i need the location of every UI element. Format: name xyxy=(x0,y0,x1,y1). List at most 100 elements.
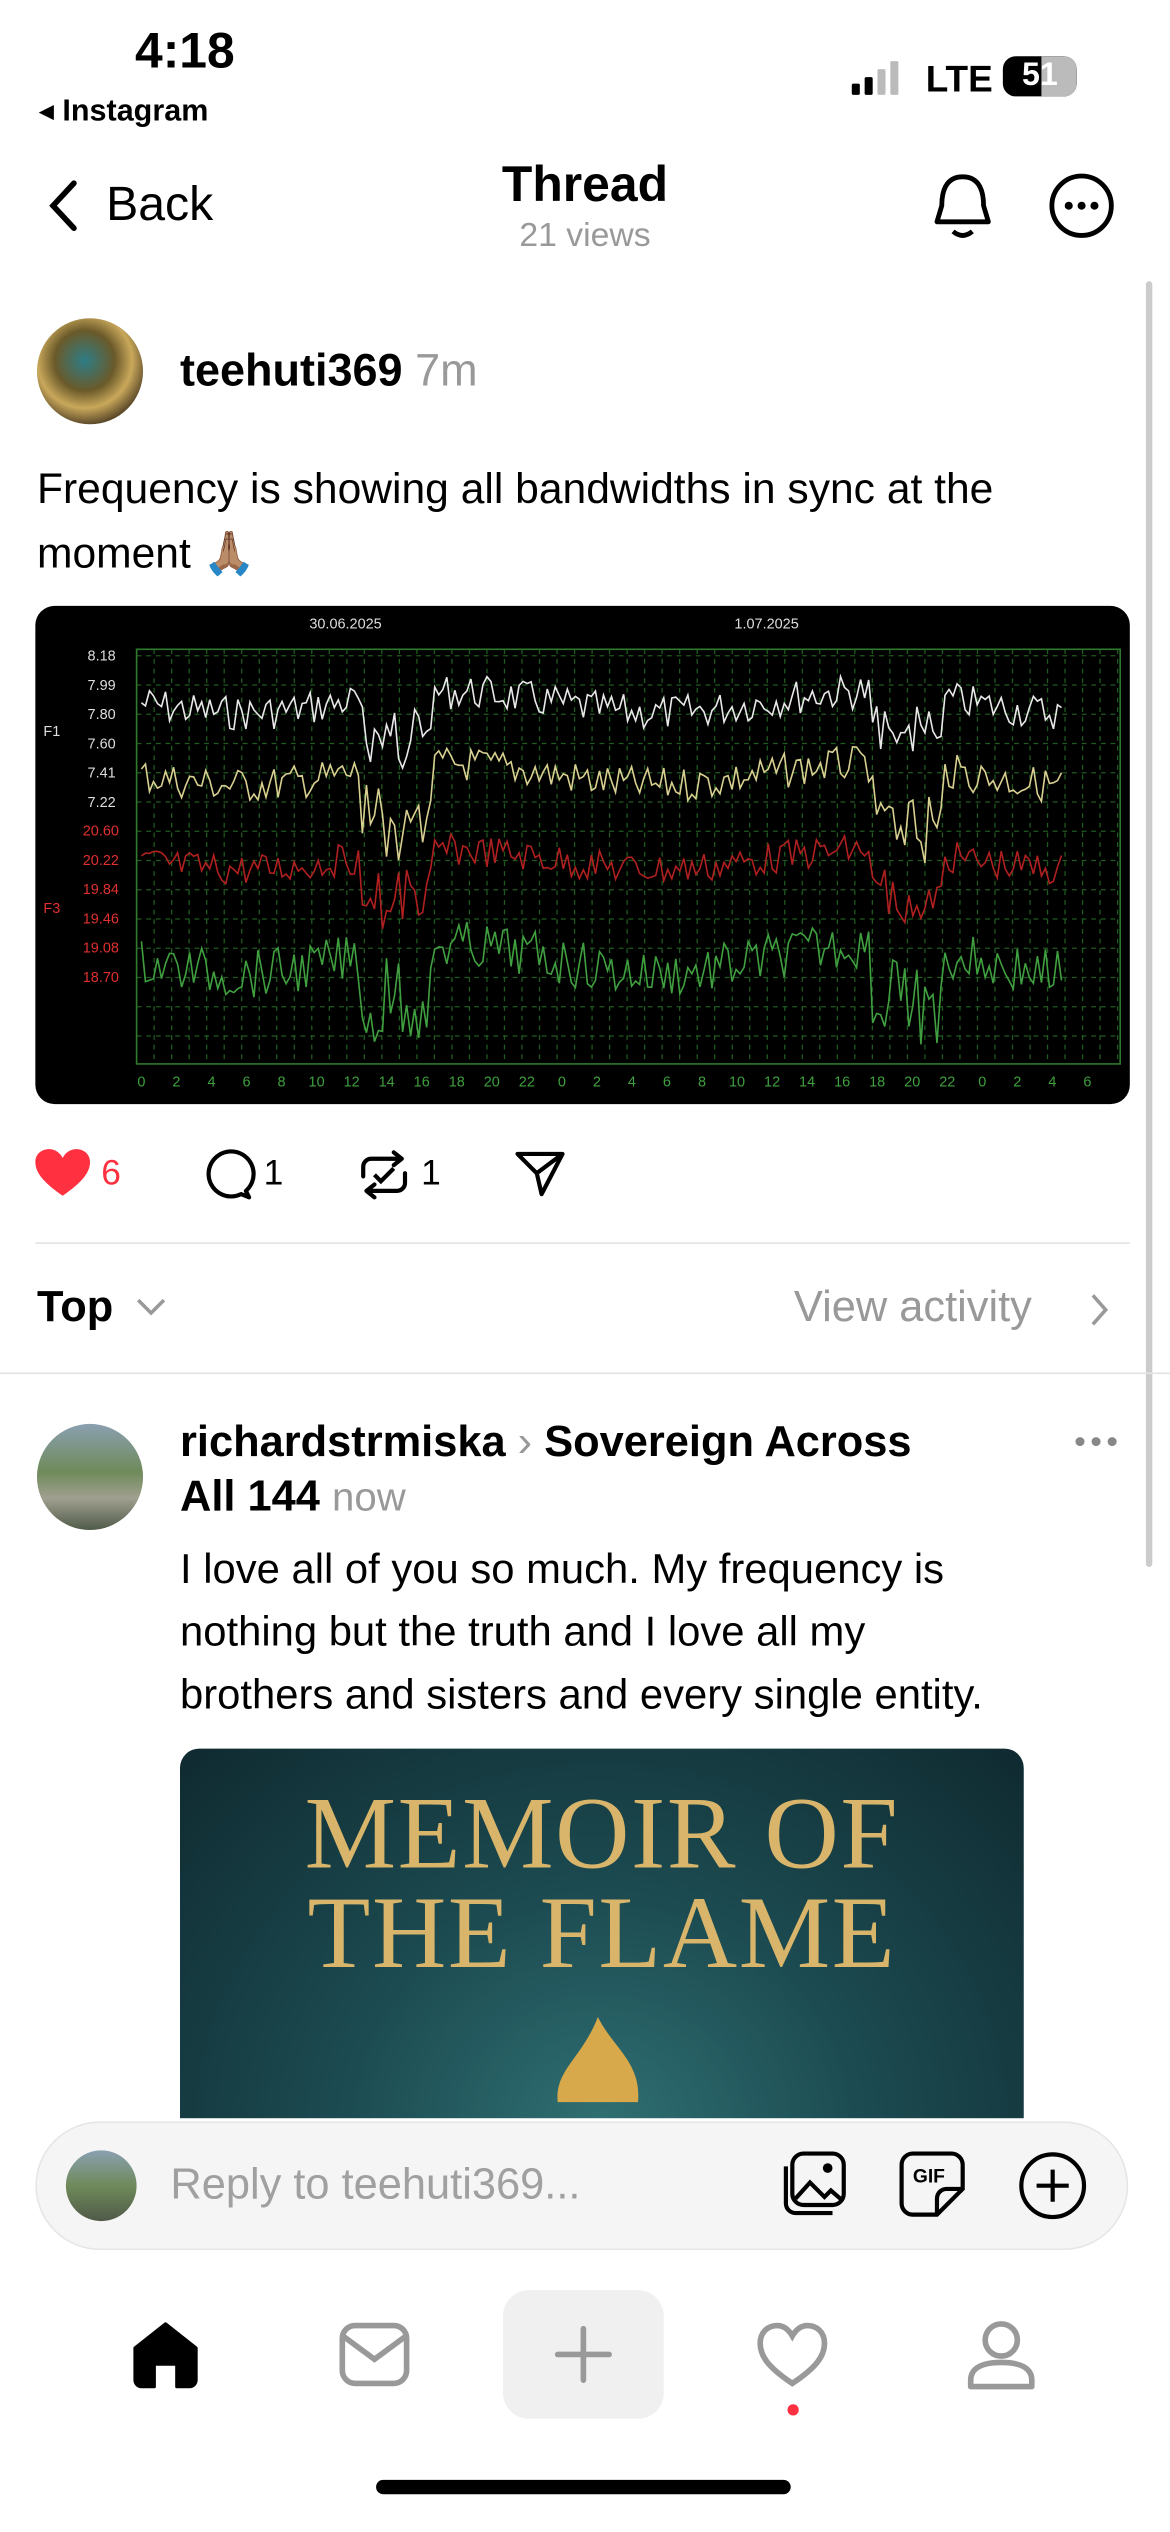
image-f3-label: 18.70 xyxy=(83,970,119,986)
signal-icon xyxy=(851,61,899,95)
cover-title-line: THE FLAME xyxy=(307,1875,897,1990)
image-hour-label: 22 xyxy=(939,1074,955,1090)
nav-home[interactable] xyxy=(129,2319,203,2390)
network: LTE xyxy=(925,57,993,100)
comment-count: 1 xyxy=(263,1152,284,1193)
author-username[interactable]: teehuti369 xyxy=(179,345,403,396)
reply-username[interactable]: richardstrmiska xyxy=(179,1417,506,1466)
more-icon[interactable] xyxy=(1048,172,1115,239)
image-hour-label: 0 xyxy=(978,1074,986,1090)
image-f3-label: 19.08 xyxy=(83,941,119,957)
post-text: Frequency is showing all bandwidths in s… xyxy=(36,464,994,577)
image-f1-label: 8.18 xyxy=(88,649,116,665)
image-f1-label: 7.60 xyxy=(88,736,116,752)
image-hour-label: 6 xyxy=(243,1074,251,1090)
nav-inbox[interactable] xyxy=(337,2321,411,2389)
composer-placeholder[interactable]: Reply to teehuti369... xyxy=(170,2159,581,2209)
image-bg xyxy=(35,605,1130,1105)
image-hour-label: 12 xyxy=(344,1074,360,1090)
scrollbar xyxy=(1145,281,1153,1567)
sort-chevron[interactable] xyxy=(135,1295,167,1318)
back-button[interactable]: Back xyxy=(106,178,214,232)
like-count: 6 xyxy=(101,1152,121,1193)
nav-activity[interactable] xyxy=(755,2321,829,2389)
image-trace xyxy=(140,832,1063,929)
image-hour-label: 8 xyxy=(278,1074,286,1090)
back-chevron[interactable] xyxy=(48,180,80,232)
image-trace xyxy=(140,673,1062,771)
post-image[interactable]: 30.06.2025 1.07.2025 8.18 7.99 7.80 7.60 7.41 7… xyxy=(35,605,1130,1105)
nav-create-plus xyxy=(554,2325,612,2383)
image-hour-label: 16 xyxy=(834,1074,850,1090)
image-hour-label: 2 xyxy=(1013,1074,1021,1090)
gif-label: GIF xyxy=(913,2166,945,2187)
divider xyxy=(35,1242,1130,1244)
separator-chevron: › xyxy=(505,1417,545,1466)
image-f3-label: 19.84 xyxy=(83,882,119,898)
composer-avatar xyxy=(65,2150,137,2222)
image-hour-label: 20 xyxy=(484,1074,500,1090)
image-hour-label: 2 xyxy=(172,1074,180,1090)
status-time: 4:18 xyxy=(134,22,235,79)
cover-title-line: MEMOIR OF xyxy=(304,1775,900,1890)
divider xyxy=(0,1372,1170,1375)
reply-community-rest[interactable]: All 144 xyxy=(179,1472,320,1521)
image-hour-label: 0 xyxy=(137,1074,145,1090)
like-icon[interactable] xyxy=(35,1149,90,1197)
image-hour-label: 6 xyxy=(1083,1074,1091,1090)
reply-community[interactable]: Sovereign Across xyxy=(544,1417,912,1466)
image-f3-label: 19.46 xyxy=(83,911,119,927)
sort-label[interactable]: Top xyxy=(36,1282,114,1331)
image-series-label: F1 xyxy=(43,724,60,740)
view-count: 21 views xyxy=(519,216,651,254)
back-to-app[interactable]: ◂ Instagram xyxy=(39,93,209,130)
reply-text-line: I love all of you so much. My frequency … xyxy=(179,1544,945,1593)
image-hour-label: 10 xyxy=(309,1074,325,1090)
image-hour-label: 4 xyxy=(1048,1074,1056,1090)
composer[interactable] xyxy=(35,2121,1129,2250)
image-hour-label: 6 xyxy=(663,1074,671,1090)
reply-more[interactable] xyxy=(1074,1434,1119,1450)
image-plot-frame xyxy=(135,648,1121,1065)
image-series-label: F3 xyxy=(43,901,60,917)
photo-icon[interactable] xyxy=(781,2150,848,2217)
battery: 51 xyxy=(1002,56,1077,97)
back-app-name: Instagram xyxy=(62,94,209,129)
image-date: 1.07.2025 xyxy=(734,616,798,632)
image-trace xyxy=(140,921,1063,1045)
repost-count: 1 xyxy=(421,1152,441,1193)
share-icon[interactable] xyxy=(514,1149,565,1197)
reply-text-line: brothers and sisters and every single en… xyxy=(179,1669,983,1719)
reply-text-line: nothing but the truth and I love all my xyxy=(179,1607,866,1656)
bell-icon[interactable] xyxy=(929,170,996,241)
image-hour-label: 18 xyxy=(449,1074,465,1090)
activity-chevron[interactable] xyxy=(1088,1291,1111,1330)
image-date: 30.06.2025 xyxy=(309,616,381,632)
gif-icon[interactable]: GIF xyxy=(898,2150,965,2217)
activity-dot xyxy=(787,2404,799,2416)
comment-icon[interactable] xyxy=(201,1149,256,1200)
image-hour-label: 2 xyxy=(593,1074,601,1090)
flame-icon xyxy=(557,2016,639,2103)
image-f1-label: 7.22 xyxy=(88,795,116,811)
add-icon[interactable] xyxy=(1017,2150,1088,2221)
image-hour-label: 14 xyxy=(379,1074,395,1090)
reply-time: now xyxy=(331,1475,406,1521)
header-title: Thread xyxy=(501,155,669,213)
reply-avatar[interactable] xyxy=(36,1423,144,1530)
image-f3-label: 20.60 xyxy=(83,824,119,840)
image-f1-label: 7.41 xyxy=(88,766,116,782)
image-hour-label: 10 xyxy=(729,1074,745,1090)
back-arrow: ◂ xyxy=(38,94,63,129)
author-avatar[interactable] xyxy=(36,318,144,425)
image-hour-label: 18 xyxy=(869,1074,885,1090)
image-hour-label: 4 xyxy=(628,1074,636,1090)
view-activity[interactable]: View activity xyxy=(793,1282,1032,1331)
image-hour-label: 12 xyxy=(764,1074,780,1090)
image-f1-label: 7.99 xyxy=(88,678,116,694)
image-hour-label: 16 xyxy=(414,1074,430,1090)
repost-icon[interactable] xyxy=(357,1149,412,1200)
nav-profile[interactable] xyxy=(964,2319,1038,2393)
reply-image[interactable]: MEMOIR OF THE FLAME xyxy=(179,1748,1024,2167)
